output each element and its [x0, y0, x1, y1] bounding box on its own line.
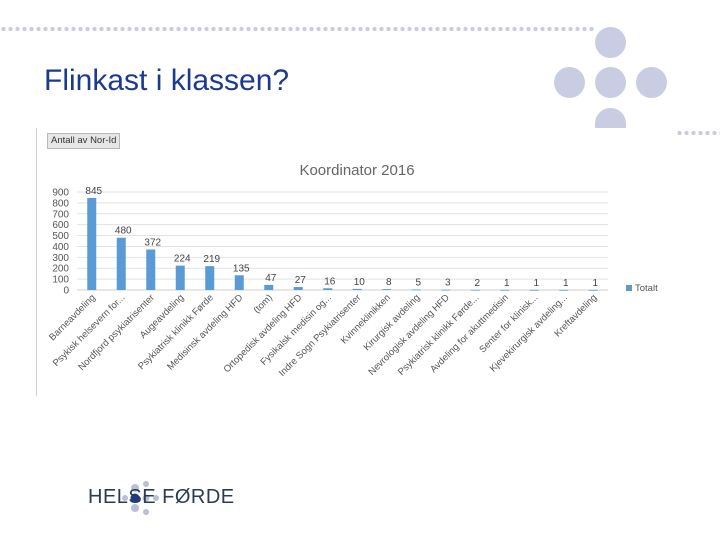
bar	[234, 275, 244, 290]
y-tick-label: 200	[52, 264, 69, 275]
bar-value-label: 2	[474, 278, 480, 289]
y-tick-label: 400	[52, 242, 69, 253]
legend-swatch	[626, 285, 632, 291]
bar-value-label: 1	[504, 278, 510, 289]
bar	[116, 237, 126, 290]
bar	[352, 288, 362, 290]
category-label: Barneavdeling	[47, 292, 98, 343]
bar	[411, 289, 421, 291]
category-label: Kjevekirurgisk avdeling...	[488, 292, 570, 374]
y-tick-label: 300	[52, 253, 69, 264]
bar-value-label: 1	[533, 278, 539, 289]
pivot-field-button[interactable]: Antall av Nor-Id	[47, 133, 121, 149]
bar-value-label: 16	[324, 276, 336, 287]
y-tick-label: 0	[63, 286, 69, 297]
bar	[529, 289, 539, 291]
slide-title: Flinkast i klassen?	[44, 64, 290, 97]
bar	[382, 289, 392, 290]
category-label: Medisinsk avdeling HFD	[165, 292, 245, 372]
bar	[264, 284, 274, 290]
bar-value-label: 845	[85, 186, 102, 197]
category-label: Psykiatrisk klinikk Førde...	[396, 292, 481, 377]
category-label: Ortopedisk avdeling HFD	[222, 292, 305, 375]
bar	[205, 266, 215, 290]
bar	[588, 289, 598, 291]
category-label: Fysikalsk medisin og...	[259, 292, 334, 367]
bar-value-label: 372	[144, 237, 161, 248]
decorative-dot-line-top	[0, 26, 595, 32]
bar-value-label: 10	[354, 277, 366, 288]
bar	[175, 265, 185, 290]
y-tick-label: 100	[52, 275, 69, 286]
decorative-circle	[595, 27, 626, 58]
category-label: Kvinneklinikken	[339, 292, 393, 346]
category-label: Psykisk helsevern for...	[51, 292, 127, 368]
decorative-circle	[554, 67, 585, 98]
bar	[559, 289, 569, 291]
bar	[470, 289, 480, 291]
bar-value-label: 135	[233, 263, 250, 274]
logo-text: HELSE FØRDE	[88, 486, 235, 508]
y-tick-label: 600	[52, 220, 69, 231]
bar-value-label: 1	[592, 278, 598, 289]
decorative-dot-line-right	[676, 130, 720, 136]
category-label: Indre Sogn Psykiatrisenter	[277, 292, 364, 379]
bar	[500, 289, 510, 291]
bar-value-label: 1	[563, 278, 569, 289]
category-label: Kreftavdeling	[552, 292, 599, 339]
y-tick-label: 800	[52, 198, 69, 209]
bar	[87, 197, 97, 290]
bar	[441, 289, 451, 291]
category-label: Nordfjord psykiatrisenter	[76, 292, 157, 373]
legend-label: Totalt	[635, 283, 658, 294]
bar-value-label: 224	[174, 254, 191, 265]
bar-value-label: 27	[295, 275, 307, 286]
chart-frame-border	[36, 128, 37, 396]
category-label: Kirurgisk avdeling	[362, 292, 423, 353]
category-label: Avdeling for akuttmedisin	[428, 292, 511, 375]
y-tick-label: 700	[52, 209, 69, 220]
category-label: (tom)	[251, 292, 274, 315]
bar-value-label: 47	[265, 273, 277, 284]
category-label: Augeavdeling	[138, 292, 186, 340]
y-tick-label: 900	[52, 188, 69, 199]
decorative-circle	[636, 67, 667, 98]
bar	[146, 249, 156, 290]
bar-value-label: 5	[415, 277, 421, 288]
chart-title: Koordinator 2016	[299, 162, 414, 179]
bar	[293, 287, 303, 290]
category-label: Psykiatrisk klinikk Førde	[136, 292, 216, 372]
bar-value-label: 3	[445, 278, 451, 289]
helse-forde-logo-mark	[122, 481, 159, 515]
category-label: Nevrologisk avdeling HFD	[366, 292, 452, 378]
y-tick-label: 500	[52, 231, 69, 242]
bar-value-label: 219	[203, 254, 220, 265]
decorative-circle	[595, 67, 626, 98]
bar	[323, 288, 333, 290]
bar-value-label: 8	[386, 277, 392, 288]
category-label: Senter for klinisk...	[477, 292, 540, 355]
decorative-circle	[595, 108, 626, 128]
bar-value-label: 480	[115, 226, 132, 237]
